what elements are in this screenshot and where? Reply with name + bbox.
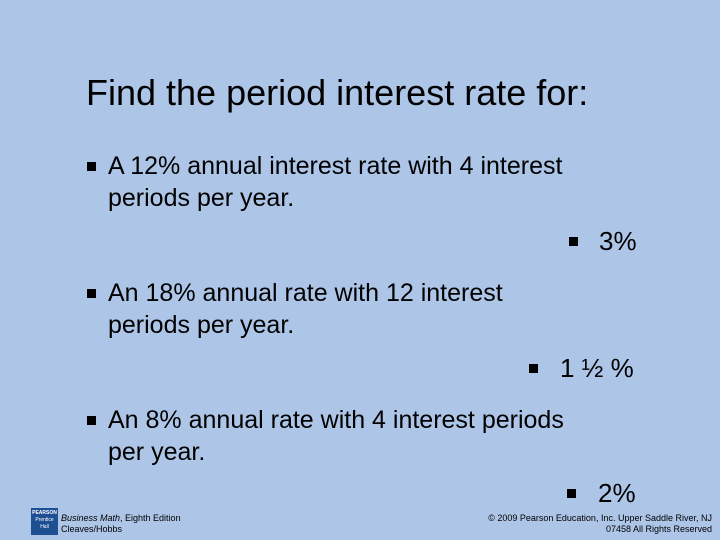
bullet [567, 489, 576, 498]
item-text: An 18% annual rate with 12 interest [108, 279, 503, 307]
answer: 1 ½ % [560, 353, 634, 383]
item-text: An 8% annual rate with 4 interest period… [108, 406, 564, 434]
item-text: periods per year. [108, 184, 295, 212]
copyright: © 2009 Pearson Education, Inc. Upper Sad… [488, 513, 712, 523]
bullet [529, 364, 538, 373]
book-title: Business Math [61, 513, 121, 523]
item-text: A 12% annual interest rate with 4 intere… [108, 152, 563, 180]
bullet [87, 162, 96, 171]
item-text: per year. [108, 438, 206, 466]
item-text: periods per year. [108, 311, 295, 339]
logo-text: Prentice [35, 517, 54, 523]
logo-text: Hall [40, 524, 49, 530]
book-authors: Cleaves/Hobbs [61, 524, 123, 534]
answer: 2% [598, 478, 636, 508]
copyright: 07458 All Rights Reserved [605, 524, 712, 534]
bullet [569, 237, 578, 246]
book-info: Business Math, Eighth Edition [61, 513, 181, 524]
bullet [87, 289, 96, 298]
logo-text: PEARSON [32, 510, 57, 516]
answer: 3% [599, 226, 637, 256]
book-edition: , Eighth Edition [120, 513, 181, 523]
bullet [87, 416, 96, 425]
slide-title: Find the period interest rate for: [86, 72, 589, 113]
publisher-logo: PEARSON Prentice Hall [31, 508, 58, 535]
